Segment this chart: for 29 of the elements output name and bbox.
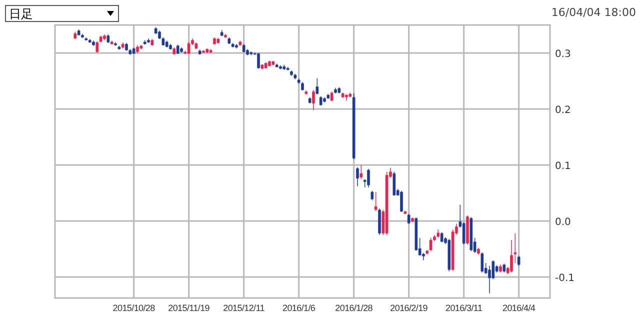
candlestick bbox=[356, 166, 359, 187]
x-tick-label: 2015/10/28 bbox=[112, 303, 156, 313]
candlestick bbox=[312, 89, 315, 111]
candlestick bbox=[316, 78, 319, 95]
candlestick bbox=[480, 252, 484, 274]
candlestick bbox=[400, 190, 403, 213]
x-tick-label: 2016/1/28 bbox=[335, 303, 373, 313]
candlestick bbox=[319, 96, 322, 106]
x-tick-label: 2016/2/19 bbox=[390, 303, 428, 313]
y-tick-label: 0.1 bbox=[555, 161, 571, 172]
y-tick-label: 0.3 bbox=[555, 49, 571, 60]
candlestick bbox=[374, 191, 378, 212]
candlestick bbox=[360, 164, 363, 180]
y-tick-label: -0.1 bbox=[555, 273, 575, 284]
y-tick-label: 0.2 bbox=[555, 105, 571, 116]
text: 日足 bbox=[9, 7, 33, 21]
candlestick bbox=[378, 208, 381, 236]
candlestick bbox=[176, 44, 180, 55]
candlestick bbox=[367, 168, 370, 188]
x-tick-label: 2015/12/11 bbox=[223, 303, 265, 313]
x-tick-label: 2016/4/4 bbox=[502, 303, 536, 313]
candlestick bbox=[257, 52, 260, 70]
candlestick bbox=[462, 222, 466, 246]
y-tick-label: 0.0 bbox=[555, 217, 571, 228]
candlestick bbox=[488, 265, 491, 294]
text: 16/04/04 18:00 bbox=[551, 6, 636, 19]
x-tick-label: 2015/11/19 bbox=[168, 303, 210, 313]
x-tick-label: 2016/3/11 bbox=[445, 303, 482, 313]
x-tick-label: 2016/1/6 bbox=[282, 303, 316, 313]
